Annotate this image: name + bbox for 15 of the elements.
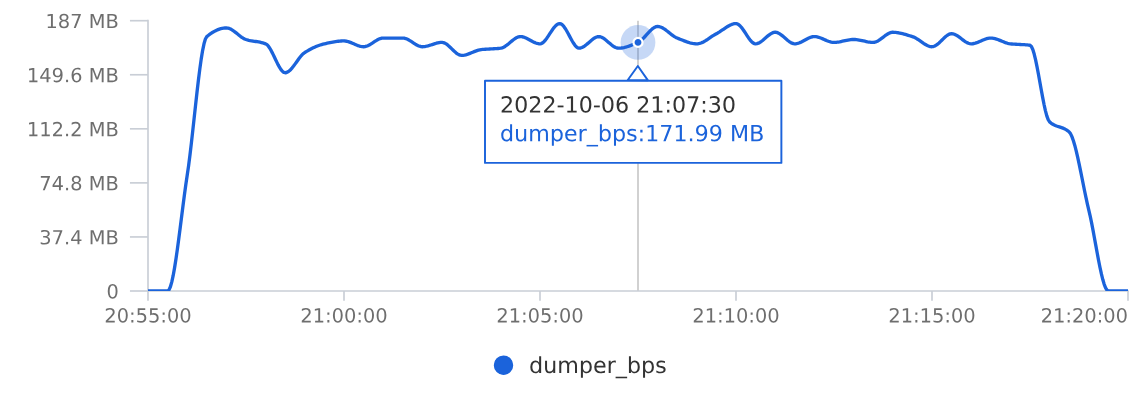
y-tick-label: 112.2 MB xyxy=(29,121,118,137)
x-tick-label: 20:55:00 xyxy=(105,308,191,323)
annotation: 2022-10-06 21:07:30 xyxy=(501,96,735,113)
x-tick-label: 21:05:00 xyxy=(497,308,583,323)
legend-label: dumper_bps xyxy=(530,356,666,379)
x-tick-label: 21:10:00 xyxy=(693,308,779,323)
annotation: dumper_bps:171.99 MB xyxy=(501,124,763,147)
y-tick-label: 0 xyxy=(107,283,118,299)
y-tick-label: 74.8 MB xyxy=(40,175,118,191)
y-tick-label: 187 MB xyxy=(47,13,118,29)
y-tick-label: 149.6 MB xyxy=(29,67,118,83)
x-tick-label: 21:00:00 xyxy=(301,308,387,323)
y-tick-label: 37.4 MB xyxy=(40,229,118,245)
x-tick-label: 21:20:00 xyxy=(1042,308,1127,323)
x-tick-label: 21:15:00 xyxy=(889,308,975,323)
